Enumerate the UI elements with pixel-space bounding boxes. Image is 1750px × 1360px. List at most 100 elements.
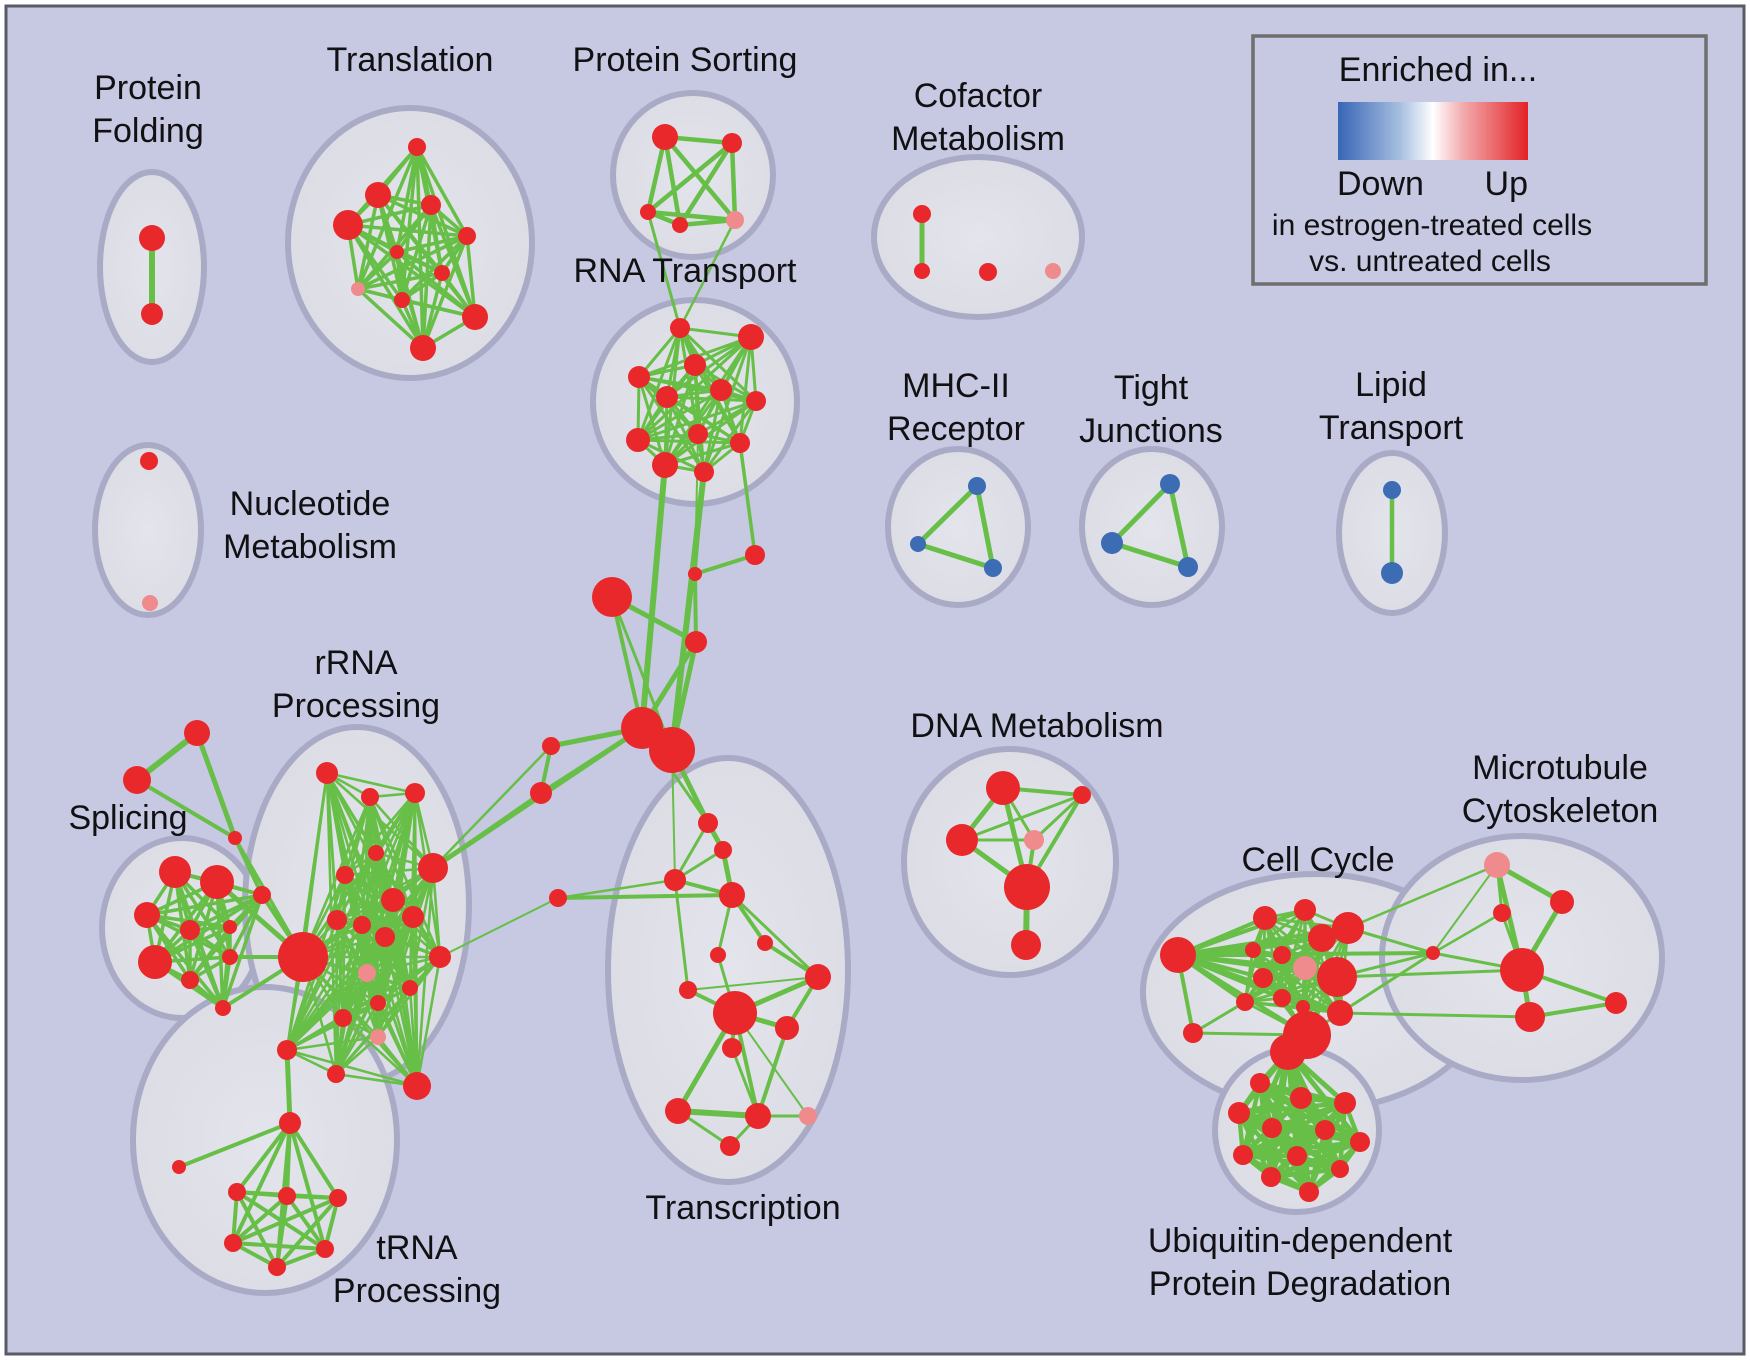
gene-set-node-cellcycle [1294, 899, 1316, 921]
edge [334, 1035, 380, 1076]
gene-set-node-protein-folding [139, 225, 165, 251]
gene-set-node-translation [390, 245, 404, 259]
edge [356, 234, 469, 291]
gene-set-node-translation [421, 195, 441, 215]
cluster-protein-folding-label: Protein [94, 69, 202, 107]
edge [341, 915, 415, 1020]
edge [1268, 1049, 1291, 1180]
legend-subtitle-2: vs. untreated cells [1309, 245, 1551, 278]
gene-set-node-mhc-ii-receptor [984, 559, 1002, 577]
edge [285, 923, 364, 1052]
cluster-nucleotide-metabolism-ellipse [92, 442, 204, 618]
edge [1240, 1049, 1291, 1158]
edge [730, 893, 820, 979]
gene-set-node-transcription [775, 1016, 799, 1040]
gene-set-node-translation [410, 335, 436, 361]
gene-set-node-protein-sorting [672, 217, 688, 233]
edge [356, 287, 425, 350]
edge [1432, 864, 1498, 954]
cluster-rna-transport-label: RNA Transport [574, 252, 798, 290]
gene-set-node-cellcycle [1245, 942, 1261, 958]
cluster-mhc-ii-receptor-label: Receptor [887, 410, 1025, 448]
edge [356, 271, 444, 291]
gene-set-node-microtubule [1484, 852, 1510, 878]
edge [343, 791, 417, 877]
gene-set-node-cellcycle [1183, 1023, 1203, 1043]
edge [677, 140, 735, 228]
cluster-nucleotide-metabolism-label: Metabolism [223, 528, 397, 566]
cluster-protein-sorting-label: Protein Sorting [573, 41, 798, 79]
gene-set-node-microtubule [1493, 904, 1511, 922]
gene-set-node-rna-transport [688, 424, 708, 444]
cluster-dna-metabolism-label: DNA Metabolism [910, 707, 1163, 745]
edge [1346, 863, 1499, 930]
edge [356, 250, 399, 291]
gene-set-node-transcription [805, 964, 831, 990]
gene-set-node-microtubule [1605, 992, 1627, 1014]
edge [639, 462, 668, 731]
gene-set-node-splicing-triangle [184, 720, 210, 746]
gene-set-node-cellcycle [1253, 968, 1273, 988]
edge [915, 541, 996, 571]
gene-set-node-transcription [710, 947, 726, 963]
gene-set-node-ubiquitin [1299, 1182, 1319, 1202]
edge [285, 1016, 345, 1052]
gene-set-node-transcription [665, 1098, 691, 1124]
edge [145, 893, 264, 917]
edge [738, 441, 757, 557]
edge [1191, 1000, 1247, 1035]
gene-set-node-splicing [253, 886, 271, 904]
edge [1176, 908, 1307, 957]
gene-set-node-ubiquitin [1233, 1145, 1253, 1165]
cluster-ubiquitin-label: Ubiquitin-dependent [1148, 1222, 1453, 1260]
gene-set-node-rna-transport [730, 433, 750, 453]
gene-set-node-ubiquitin [1262, 1118, 1282, 1138]
edge [285, 1194, 327, 1251]
gene-set-node-rrna-processing [316, 762, 338, 784]
gene-set-node-rrna-processing [278, 932, 328, 982]
gene-set-node-splicing [181, 971, 199, 989]
edge [1431, 911, 1504, 955]
edge [636, 399, 758, 442]
edge [231, 1121, 292, 1245]
cluster-splicing-label: Splicing [68, 799, 187, 837]
gene-set-node-ubiquitin [1315, 1120, 1335, 1140]
gene-set-node-protein-sorting [722, 133, 742, 153]
gene-set-node-splicing [200, 865, 234, 899]
gene-set-node-hub [530, 782, 552, 804]
cluster-microtubule-label: Microtubule [1472, 749, 1648, 787]
gene-set-node-ubiquitin [1261, 1167, 1281, 1187]
gene-set-node-cellcycle [1236, 993, 1254, 1011]
edge [756, 1026, 789, 1118]
edge [285, 918, 339, 1052]
cluster-lipid-transport-label: Lipid [1355, 366, 1427, 404]
edge [376, 955, 442, 1039]
edge [408, 986, 419, 1088]
gene-set-node-splicing-triangle [228, 831, 242, 845]
gene-set-node-transcription [799, 1107, 817, 1125]
gene-set-node-ubiquitin [1350, 1132, 1370, 1152]
gene-set-node-transcription [713, 991, 757, 1035]
gene-set-node-rrna-processing [403, 1072, 431, 1100]
gene-set-node-transcription [745, 1103, 771, 1129]
gene-set-node-ubiquitin [1290, 1087, 1312, 1109]
gene-set-node-hub [688, 567, 702, 581]
gene-set-node-translation [434, 265, 450, 281]
gene-set-node-splicing [134, 902, 160, 928]
gene-set-node-cellcycle [1308, 924, 1336, 952]
edge [285, 1035, 380, 1052]
edge [431, 744, 553, 870]
gene-set-node-transcription [722, 1038, 742, 1058]
gene-set-node-cellcycle [1332, 912, 1364, 944]
gene-set-node-dna-metabolism [1004, 864, 1050, 910]
cluster-lipid-transport-label: Transport [1319, 409, 1464, 447]
gene-set-node-microtubule [1500, 948, 1544, 992]
edge [383, 935, 419, 1088]
gene-set-node-rna-transport [626, 428, 650, 452]
gene-set-node-rrna-processing [277, 1040, 297, 1060]
edge [415, 955, 442, 1088]
edge [334, 918, 339, 1076]
edge [645, 209, 738, 223]
gene-set-node-ubiquitin [1270, 1034, 1306, 1070]
